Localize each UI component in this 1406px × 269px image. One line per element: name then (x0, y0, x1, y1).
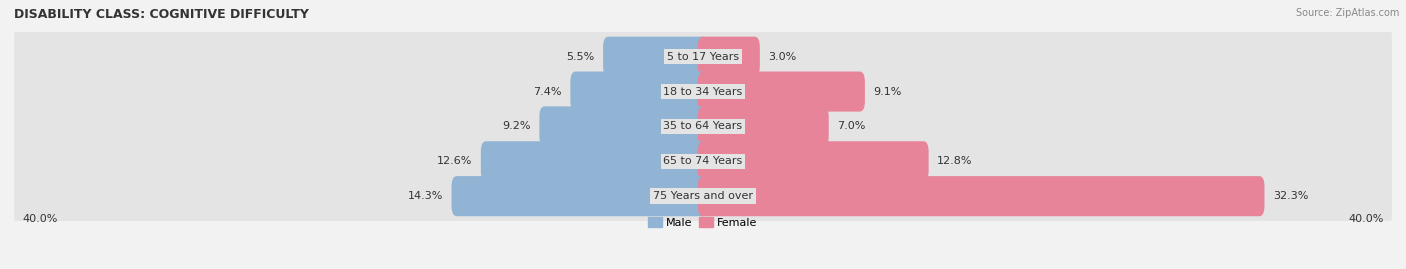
FancyBboxPatch shape (697, 176, 1264, 216)
FancyBboxPatch shape (697, 106, 828, 147)
FancyBboxPatch shape (603, 37, 709, 77)
FancyBboxPatch shape (451, 176, 709, 216)
FancyBboxPatch shape (540, 106, 709, 147)
Text: DISABILITY CLASS: COGNITIVE DIFFICULTY: DISABILITY CLASS: COGNITIVE DIFFICULTY (14, 8, 309, 21)
Text: 5 to 17 Years: 5 to 17 Years (666, 52, 740, 62)
FancyBboxPatch shape (14, 82, 1392, 171)
FancyBboxPatch shape (481, 141, 709, 181)
Text: 65 to 74 Years: 65 to 74 Years (664, 156, 742, 166)
Text: 3.0%: 3.0% (769, 52, 797, 62)
Text: 5.5%: 5.5% (567, 52, 595, 62)
Text: 7.0%: 7.0% (838, 121, 866, 132)
Text: 40.0%: 40.0% (22, 214, 58, 224)
Text: 9.1%: 9.1% (873, 87, 901, 97)
FancyBboxPatch shape (697, 72, 865, 112)
FancyBboxPatch shape (14, 12, 1392, 101)
FancyBboxPatch shape (14, 47, 1392, 136)
FancyBboxPatch shape (14, 117, 1392, 206)
FancyBboxPatch shape (697, 141, 928, 181)
Text: 7.4%: 7.4% (533, 87, 562, 97)
Text: 14.3%: 14.3% (408, 191, 443, 201)
Text: 18 to 34 Years: 18 to 34 Years (664, 87, 742, 97)
Text: 32.3%: 32.3% (1272, 191, 1309, 201)
FancyBboxPatch shape (571, 72, 709, 112)
Text: 12.6%: 12.6% (437, 156, 472, 166)
Text: 9.2%: 9.2% (502, 121, 531, 132)
Text: 40.0%: 40.0% (1348, 214, 1384, 224)
Text: 12.8%: 12.8% (938, 156, 973, 166)
FancyBboxPatch shape (697, 37, 759, 77)
Text: 35 to 64 Years: 35 to 64 Years (664, 121, 742, 132)
FancyBboxPatch shape (14, 152, 1392, 240)
Text: Source: ZipAtlas.com: Source: ZipAtlas.com (1295, 8, 1399, 18)
Text: 75 Years and over: 75 Years and over (652, 191, 754, 201)
Legend: Male, Female: Male, Female (647, 215, 759, 230)
